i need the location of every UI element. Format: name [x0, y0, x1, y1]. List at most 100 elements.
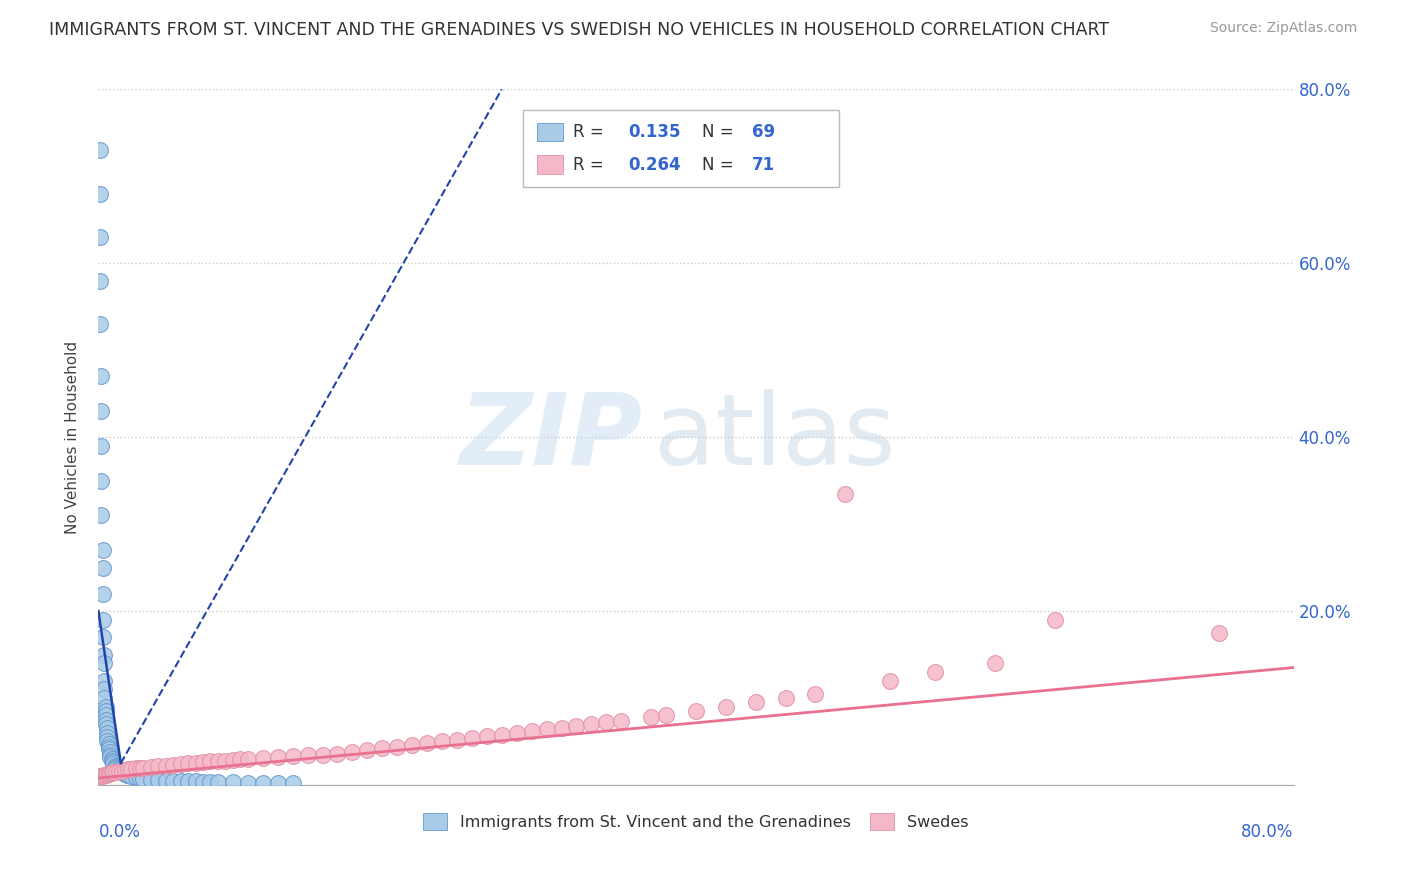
Point [96, 734, 118, 748]
Point [96, 722, 118, 736]
Point [129, 771, 152, 785]
Point [267, 750, 290, 764]
Point [132, 772, 155, 786]
Point [93, 673, 115, 688]
Point [984, 657, 1007, 671]
Point [297, 748, 319, 763]
Point [371, 741, 394, 756]
Point [91, 587, 114, 601]
Point [94, 713, 117, 727]
Text: IMMIGRANTS FROM ST. VINCENT AND THE GRENADINES VS SWEDISH NO VEHICLES IN HOUSEHO: IMMIGRANTS FROM ST. VINCENT AND THE GREN… [49, 21, 1109, 39]
Point [581, 717, 603, 731]
Point [97, 742, 120, 756]
Text: atlas: atlas [654, 389, 896, 485]
Point [236, 752, 259, 766]
Point [98, 750, 122, 764]
Point [93, 690, 115, 705]
Point [96, 766, 118, 780]
Point [177, 774, 200, 789]
Point [169, 757, 191, 772]
Text: 69: 69 [752, 123, 775, 141]
Point [110, 764, 132, 778]
Point [416, 736, 439, 750]
Point [506, 726, 529, 740]
Point [111, 764, 134, 779]
Point [342, 745, 364, 759]
Point [101, 765, 124, 780]
Point [155, 759, 177, 773]
Point [430, 734, 453, 748]
Point [536, 723, 558, 737]
Point [97, 737, 120, 751]
Text: R =: R = [572, 123, 609, 141]
Point [311, 747, 333, 762]
Text: R =: R = [572, 156, 609, 174]
Point [640, 710, 662, 724]
Point [191, 775, 214, 789]
Point [775, 690, 797, 705]
Point [162, 773, 184, 788]
Text: 0.135: 0.135 [628, 123, 681, 141]
Point [94, 717, 117, 731]
Y-axis label: No Vehicles in Household: No Vehicles in Household [65, 341, 80, 533]
Point [114, 766, 136, 780]
Point [90, 769, 112, 783]
Point [125, 761, 148, 775]
FancyBboxPatch shape [537, 155, 564, 174]
Point [834, 486, 856, 500]
Text: 0.0%: 0.0% [98, 823, 141, 841]
Point [89, 143, 111, 157]
Point [191, 756, 214, 770]
Point [129, 760, 152, 774]
Point [385, 739, 409, 754]
Point [401, 738, 423, 752]
Point [714, 699, 737, 714]
Point [222, 753, 245, 767]
Point [1043, 613, 1066, 627]
Point [111, 764, 134, 778]
Point [117, 762, 139, 776]
Text: N =: N = [702, 156, 738, 174]
Point [132, 760, 155, 774]
Point [222, 775, 245, 789]
Point [93, 657, 115, 671]
Point [94, 699, 117, 714]
Point [91, 560, 114, 574]
Text: Source: ZipAtlas.com: Source: ZipAtlas.com [1209, 21, 1357, 36]
Point [879, 673, 901, 688]
Point [94, 767, 117, 781]
Point [91, 769, 114, 783]
Point [96, 730, 118, 744]
Point [200, 755, 222, 769]
Point [90, 369, 112, 384]
Point [105, 760, 128, 774]
FancyBboxPatch shape [523, 110, 839, 186]
Point [93, 767, 115, 781]
Point [97, 766, 120, 780]
Point [148, 759, 170, 773]
Point [89, 186, 111, 201]
Point [98, 745, 122, 759]
Point [89, 317, 111, 331]
Point [177, 756, 200, 771]
Point [252, 751, 274, 765]
Point [105, 760, 128, 774]
Point [94, 708, 117, 723]
Point [267, 776, 290, 790]
Point [93, 648, 115, 662]
Point [117, 768, 139, 782]
Point [184, 774, 207, 789]
Point [1208, 625, 1230, 640]
Point [184, 756, 207, 771]
Point [103, 756, 125, 770]
Point [89, 230, 111, 244]
Point [804, 687, 827, 701]
Point [108, 763, 131, 777]
Point [610, 714, 633, 728]
Point [101, 754, 124, 768]
Point [139, 760, 162, 774]
Point [207, 755, 229, 769]
Point [924, 665, 946, 679]
Legend: Immigrants from St. Vincent and the Grenadines, Swedes: Immigrants from St. Vincent and the Gren… [418, 806, 974, 836]
Point [214, 754, 236, 768]
